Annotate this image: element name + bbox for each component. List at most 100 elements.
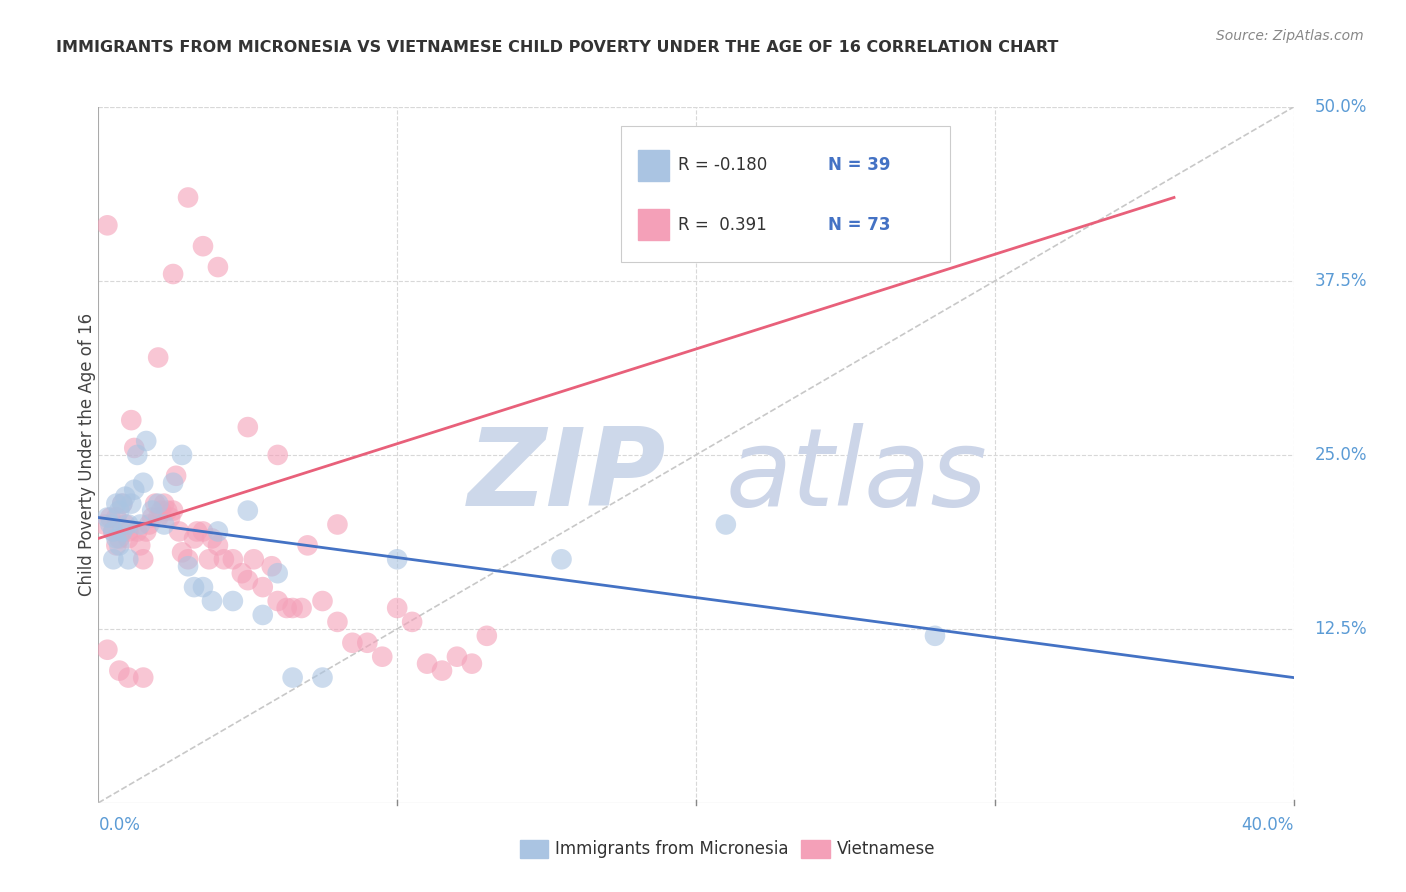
Point <box>186 524 208 539</box>
Point <box>141 503 163 517</box>
Text: R =  0.391: R = 0.391 <box>678 216 766 234</box>
Point <box>416 657 439 671</box>
Point <box>290 601 312 615</box>
Text: 50.0%: 50.0% <box>1315 98 1367 116</box>
Point <box>117 517 139 532</box>
Point <box>143 497 166 511</box>
Text: IMMIGRANTS FROM MICRONESIA VS VIETNAMESE CHILD POVERTY UNDER THE AGE OF 16 CORRE: IMMIGRANTS FROM MICRONESIA VS VIETNAMESE… <box>56 40 1059 55</box>
Point <box>117 532 139 546</box>
Point <box>108 503 131 517</box>
Point <box>153 517 176 532</box>
Text: R = -0.180: R = -0.180 <box>678 156 766 174</box>
Point <box>105 510 128 524</box>
Point <box>111 497 134 511</box>
Point <box>326 615 349 629</box>
Point <box>446 649 468 664</box>
Point <box>103 524 125 539</box>
Point <box>117 671 139 685</box>
Text: Source: ZipAtlas.com: Source: ZipAtlas.com <box>1216 29 1364 43</box>
Point <box>243 552 266 566</box>
Point <box>401 615 423 629</box>
Point <box>177 552 200 566</box>
Point <box>117 524 139 539</box>
Point <box>371 649 394 664</box>
Point <box>162 503 184 517</box>
Point <box>96 642 118 657</box>
Point <box>135 434 157 448</box>
Point <box>108 532 131 546</box>
Point <box>124 441 146 455</box>
Point <box>141 510 163 524</box>
Point <box>191 239 214 253</box>
Point <box>120 413 142 427</box>
Point <box>150 503 173 517</box>
Point <box>260 559 283 574</box>
Text: 12.5%: 12.5% <box>1315 620 1367 638</box>
Point <box>198 552 221 566</box>
Point <box>132 475 155 490</box>
Point <box>148 497 170 511</box>
Point <box>311 671 333 685</box>
Text: 37.5%: 37.5% <box>1315 272 1367 290</box>
Text: ZIP: ZIP <box>468 423 666 529</box>
Point <box>267 566 290 581</box>
Point <box>461 657 484 671</box>
Point <box>252 580 274 594</box>
Point <box>124 483 146 497</box>
Point <box>207 524 229 539</box>
Point <box>162 475 184 490</box>
Point <box>111 497 134 511</box>
Point <box>162 267 184 281</box>
Point <box>326 517 349 532</box>
Point <box>236 420 259 434</box>
Point <box>714 517 737 532</box>
Point <box>165 468 187 483</box>
Point <box>120 497 142 511</box>
Point <box>297 538 319 552</box>
Point <box>201 532 224 546</box>
Point <box>159 510 181 524</box>
Point <box>98 517 122 532</box>
Point <box>311 594 333 608</box>
Point <box>177 559 200 574</box>
Point <box>550 552 572 566</box>
Point <box>385 601 409 615</box>
Point <box>111 524 134 539</box>
Point <box>129 538 152 552</box>
Point <box>132 552 155 566</box>
Point <box>132 671 155 685</box>
Point <box>222 552 245 566</box>
Point <box>191 580 214 594</box>
Point <box>183 580 205 594</box>
Point <box>212 552 235 566</box>
Point <box>177 190 200 204</box>
Point <box>93 517 115 532</box>
Text: Immigrants from Micronesia: Immigrants from Micronesia <box>555 840 789 858</box>
Point <box>108 664 131 678</box>
Point <box>281 601 304 615</box>
Point <box>153 497 176 511</box>
Text: Vietnamese: Vietnamese <box>837 840 935 858</box>
Point <box>98 510 122 524</box>
Point <box>252 607 274 622</box>
Point <box>231 566 253 581</box>
Point <box>129 517 152 532</box>
Point <box>201 594 224 608</box>
Text: N = 39: N = 39 <box>828 156 890 174</box>
Point <box>924 629 946 643</box>
Point <box>342 636 364 650</box>
Point <box>281 671 304 685</box>
Text: 25.0%: 25.0% <box>1315 446 1367 464</box>
Point <box>103 524 125 539</box>
Point <box>105 532 128 546</box>
Point <box>117 552 139 566</box>
Point <box>114 490 136 504</box>
Point <box>103 552 125 566</box>
Point <box>96 219 118 233</box>
Point <box>167 524 190 539</box>
Point <box>222 594 245 608</box>
Point <box>148 510 170 524</box>
Point <box>105 497 128 511</box>
Point <box>207 538 229 552</box>
Point <box>127 524 149 539</box>
